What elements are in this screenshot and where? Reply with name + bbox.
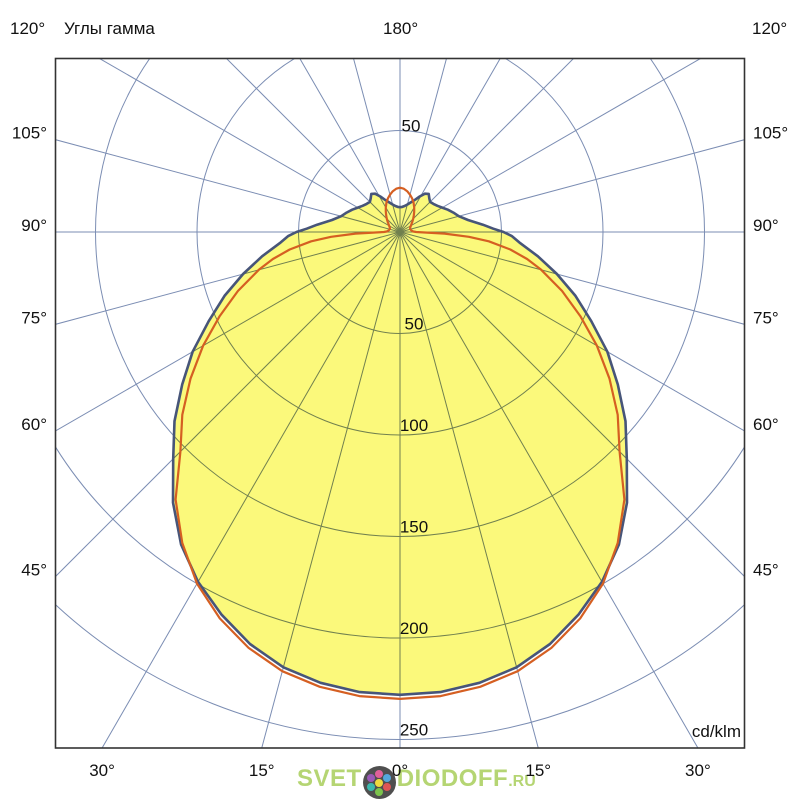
intensity-circle-gridline [173, 193, 627, 537]
radial-tick-label: 50 [405, 315, 424, 334]
watermark-logo-dot [375, 769, 384, 778]
radial-tick-label: 150 [400, 518, 428, 537]
gamma-ray-gridline [399, 231, 627, 695]
watermark-domain-suffix: .RU [508, 773, 536, 790]
watermark-logo-dot [367, 783, 376, 791]
side-angle-label-right: 90° [753, 216, 779, 235]
gamma-ray-gridline [173, 231, 401, 683]
gamma-ray-gridline [299, 58, 401, 233]
radial-tick-label: 250 [400, 721, 428, 740]
side-angle-label-left: 60° [21, 415, 47, 434]
corner-angle-label-left: 120° [10, 19, 46, 38]
curve-c0-c180 [171, 192, 629, 697]
gamma-ray-gridline [98, 58, 401, 233]
side-angle-label-right: 105° [753, 124, 788, 143]
chart-title: Углы гамма [64, 19, 155, 38]
side-angle-label-left: 75° [21, 308, 47, 327]
top-angle-label: 180° [383, 19, 419, 38]
gamma-ray-gridline [352, 58, 401, 233]
radial-tick-label: 200 [400, 619, 428, 638]
gamma-ray-gridline [399, 58, 702, 233]
watermark-logo-dot [382, 774, 391, 782]
watermark-logo-dot [375, 778, 384, 787]
radial-tick-label: 100 [400, 416, 428, 435]
side-angle-label-left: 45° [21, 561, 47, 580]
gamma-ray-gridline [399, 231, 627, 466]
bottom-angle-label: 15° [249, 761, 275, 780]
unit-label: cd/klm [692, 722, 741, 741]
side-angle-label-left: 105° [12, 124, 47, 143]
bottom-angle-label: 30° [685, 761, 711, 780]
watermark-logo-dot [375, 787, 384, 796]
intensity-circle-gridline [173, 193, 627, 639]
gamma-ray-gridline [399, 58, 575, 233]
chart-labels: 50 50 100 150 200 250 105° 105° 90° 90° 75° 75° 60° 6… [12, 117, 788, 781]
side-angle-label-right: 60° [753, 415, 779, 434]
gamma-ray-gridline [399, 231, 627, 683]
gamma-ray-gridline [399, 58, 448, 233]
watermark: SVET DIODOFF .RU [297, 761, 536, 799]
curve-c90-c270 [174, 186, 626, 700]
side-angle-label-right: 75° [753, 308, 779, 327]
intensity-circle-gridline [55, 603, 745, 740]
bottom-angle-label: 30° [89, 761, 115, 780]
gamma-ray-gridline [55, 139, 401, 233]
bottom-angle-label: 15° [525, 761, 551, 780]
gamma-ray-gridline [399, 139, 745, 233]
gamma-ray-gridline [399, 58, 501, 233]
corner-angle-label-right: 120° [752, 19, 788, 38]
gamma-ray-gridline [173, 231, 401, 695]
plot-border [54, 57, 746, 749]
watermark-brand-left: SVET [297, 765, 362, 792]
gamma-ray-gridline [225, 58, 401, 233]
watermark-logo-icon [362, 766, 396, 799]
watermark-logo-dot [367, 774, 376, 782]
bottom-angle-label: 0° [392, 761, 408, 780]
gamma-ray-gridline [173, 231, 401, 466]
watermark-logo-dot [382, 783, 391, 791]
watermark-brand-right: DIODOFF [396, 765, 509, 792]
side-angle-label-left: 90° [21, 216, 47, 235]
side-angle-label-right: 45° [753, 561, 779, 580]
radial-tick-label-up: 50 [402, 117, 421, 136]
